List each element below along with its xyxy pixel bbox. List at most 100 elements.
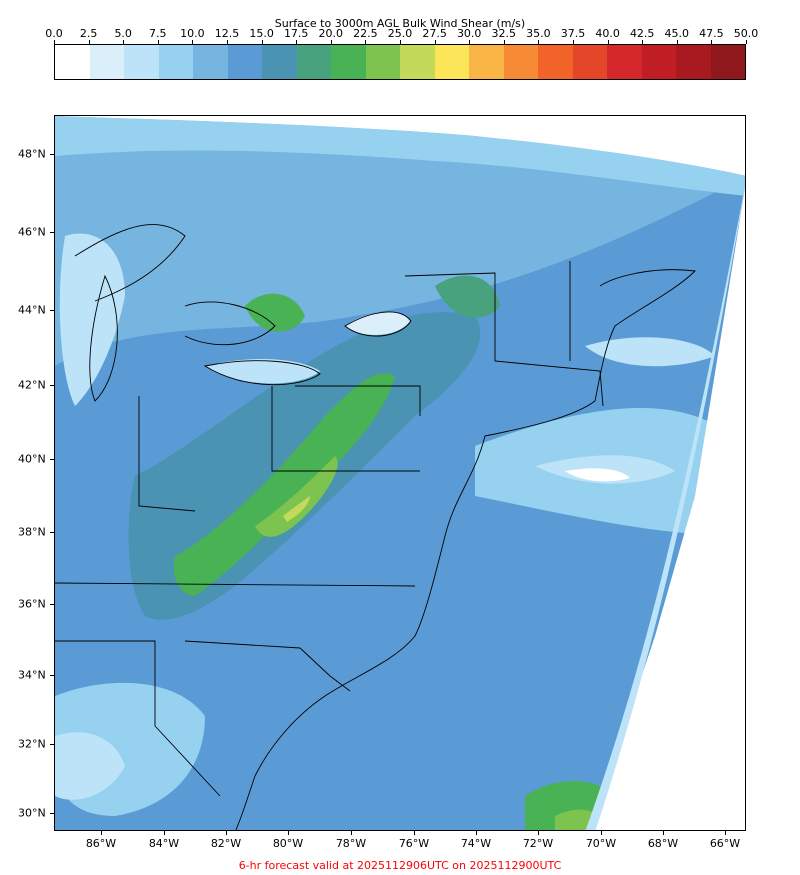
colorbar-segment	[434, 45, 469, 79]
colorbar-tick	[296, 40, 298, 44]
latitude-label: 48°N	[18, 147, 46, 161]
colorbar-tick-label: 50.0	[733, 27, 759, 40]
longitude-tick	[414, 831, 415, 835]
longitude-label: 66°W	[709, 837, 741, 850]
latitude-label: 44°N	[18, 303, 46, 317]
longitude-tick	[663, 831, 664, 835]
colorbar-tick-label: 42.5	[629, 27, 655, 40]
colorbar-segment	[676, 45, 711, 79]
colorbar	[54, 44, 746, 80]
longitude-tick	[164, 831, 165, 835]
longitude-label: 72°W	[522, 837, 554, 850]
latitude-tick	[50, 310, 54, 311]
latitude-label: 30°N	[18, 806, 46, 820]
colorbar-tick	[88, 40, 90, 44]
latitude-label: 34°N	[18, 668, 46, 682]
colorbar-segment	[469, 45, 504, 79]
longitude-tick	[226, 831, 227, 835]
colorbar-tick-label: 12.5	[214, 27, 240, 40]
latitude-label: 36°N	[18, 597, 46, 611]
colorbar-segment	[503, 45, 538, 79]
latitude-tick	[50, 385, 54, 386]
colorbar-tick-label: 22.5	[353, 27, 378, 40]
colorbar-tick	[676, 40, 678, 44]
colorbar-tick	[365, 40, 367, 44]
colorbar-tick-label: 40.0	[595, 27, 620, 40]
colorbar-tick-label: 0.0	[45, 27, 63, 40]
colorbar-segment	[710, 45, 745, 79]
longitude-tick	[476, 831, 477, 835]
colorbar-tick-label: 2.5	[79, 27, 98, 40]
longitude-tick	[288, 831, 289, 835]
map-panel[interactable]	[54, 115, 746, 831]
latitude-tick	[50, 532, 54, 533]
longitude-label: 86°W	[85, 837, 117, 850]
longitude-tick	[351, 831, 352, 835]
colorbar-tick	[400, 40, 401, 44]
latitude-label: 40°N	[18, 452, 46, 466]
colorbar-segment	[400, 45, 435, 79]
colorbar-tick	[538, 40, 540, 44]
colorbar-tick	[434, 40, 436, 44]
latitude-tick	[50, 232, 54, 233]
latitude-label: 46°N	[18, 225, 46, 239]
latitude-tick	[50, 813, 54, 814]
colorbar-tick-label: 7.5	[149, 27, 167, 40]
colorbar-segment	[607, 45, 642, 79]
longitude-tick	[601, 831, 602, 835]
colorbar-tick-label: 35.0	[526, 27, 551, 40]
colorbar-segment	[89, 45, 124, 79]
colorbar-tick	[746, 40, 747, 44]
colorbar-tick	[607, 40, 609, 44]
colorbar-tick-label: 45.0	[664, 27, 690, 40]
colorbar-segment	[158, 45, 193, 79]
colorbar-segment	[572, 45, 607, 79]
colorbar-segment	[262, 45, 297, 79]
longitude-label: 70°W	[585, 837, 617, 850]
colorbar-tick-label: 20.0	[318, 27, 344, 40]
colorbar-segment	[365, 45, 400, 79]
colorbar-tick-label: 10.0	[180, 27, 205, 40]
latitude-label: 32°N	[18, 737, 46, 751]
colorbar-segment	[124, 45, 159, 79]
colorbar-tick-label: 15.0	[249, 27, 274, 40]
latitude-tick	[50, 675, 54, 676]
colorbar-tick	[157, 40, 159, 44]
longitude-tick	[725, 831, 726, 835]
longitude-label: 74°W	[460, 837, 492, 850]
longitude-tick	[538, 831, 539, 835]
colorbar-tick-label: 37.5	[560, 27, 586, 40]
colorbar-segment	[331, 45, 366, 79]
latitude-tick	[50, 604, 54, 605]
colorbar-segment	[641, 45, 676, 79]
colorbar-tick-label: 32.5	[491, 27, 517, 40]
forecast-footer: 6-hr forecast valid at 2025112906UTC on …	[238, 859, 562, 872]
longitude-label: 84°W	[148, 837, 180, 850]
colorbar-tick-label: 17.5	[283, 27, 309, 40]
colorbar-tick-label: 47.5	[699, 27, 724, 40]
colorbar-title: Surface to 3000m AGL Bulk Wind Shear (m/…	[274, 17, 526, 30]
colorbar-segment	[193, 45, 228, 79]
wind-shear-map	[55, 116, 745, 830]
latitude-tick	[50, 744, 54, 745]
latitude-tick	[50, 154, 54, 155]
colorbar-tick	[123, 40, 125, 44]
colorbar-tick	[642, 40, 644, 44]
colorbar-tick-label: 30.0	[456, 27, 482, 40]
colorbar-tick	[54, 40, 55, 44]
colorbar-tick	[261, 40, 263, 44]
colorbar-tick-label: 25.0	[387, 27, 413, 40]
colorbar-segment	[296, 45, 331, 79]
longitude-tick	[101, 831, 102, 835]
latitude-label: 42°N	[18, 378, 46, 392]
latitude-label: 38°N	[18, 525, 46, 539]
colorbar-segment	[538, 45, 573, 79]
colorbar-tick	[330, 40, 332, 44]
colorbar-segment	[55, 45, 90, 79]
colorbar-tick	[192, 40, 194, 44]
colorbar-tick	[469, 40, 471, 44]
longitude-label: 78°W	[335, 837, 367, 850]
longitude-label: 76°W	[398, 837, 430, 850]
longitude-label: 68°W	[647, 837, 679, 850]
colorbar-tick	[227, 40, 228, 44]
